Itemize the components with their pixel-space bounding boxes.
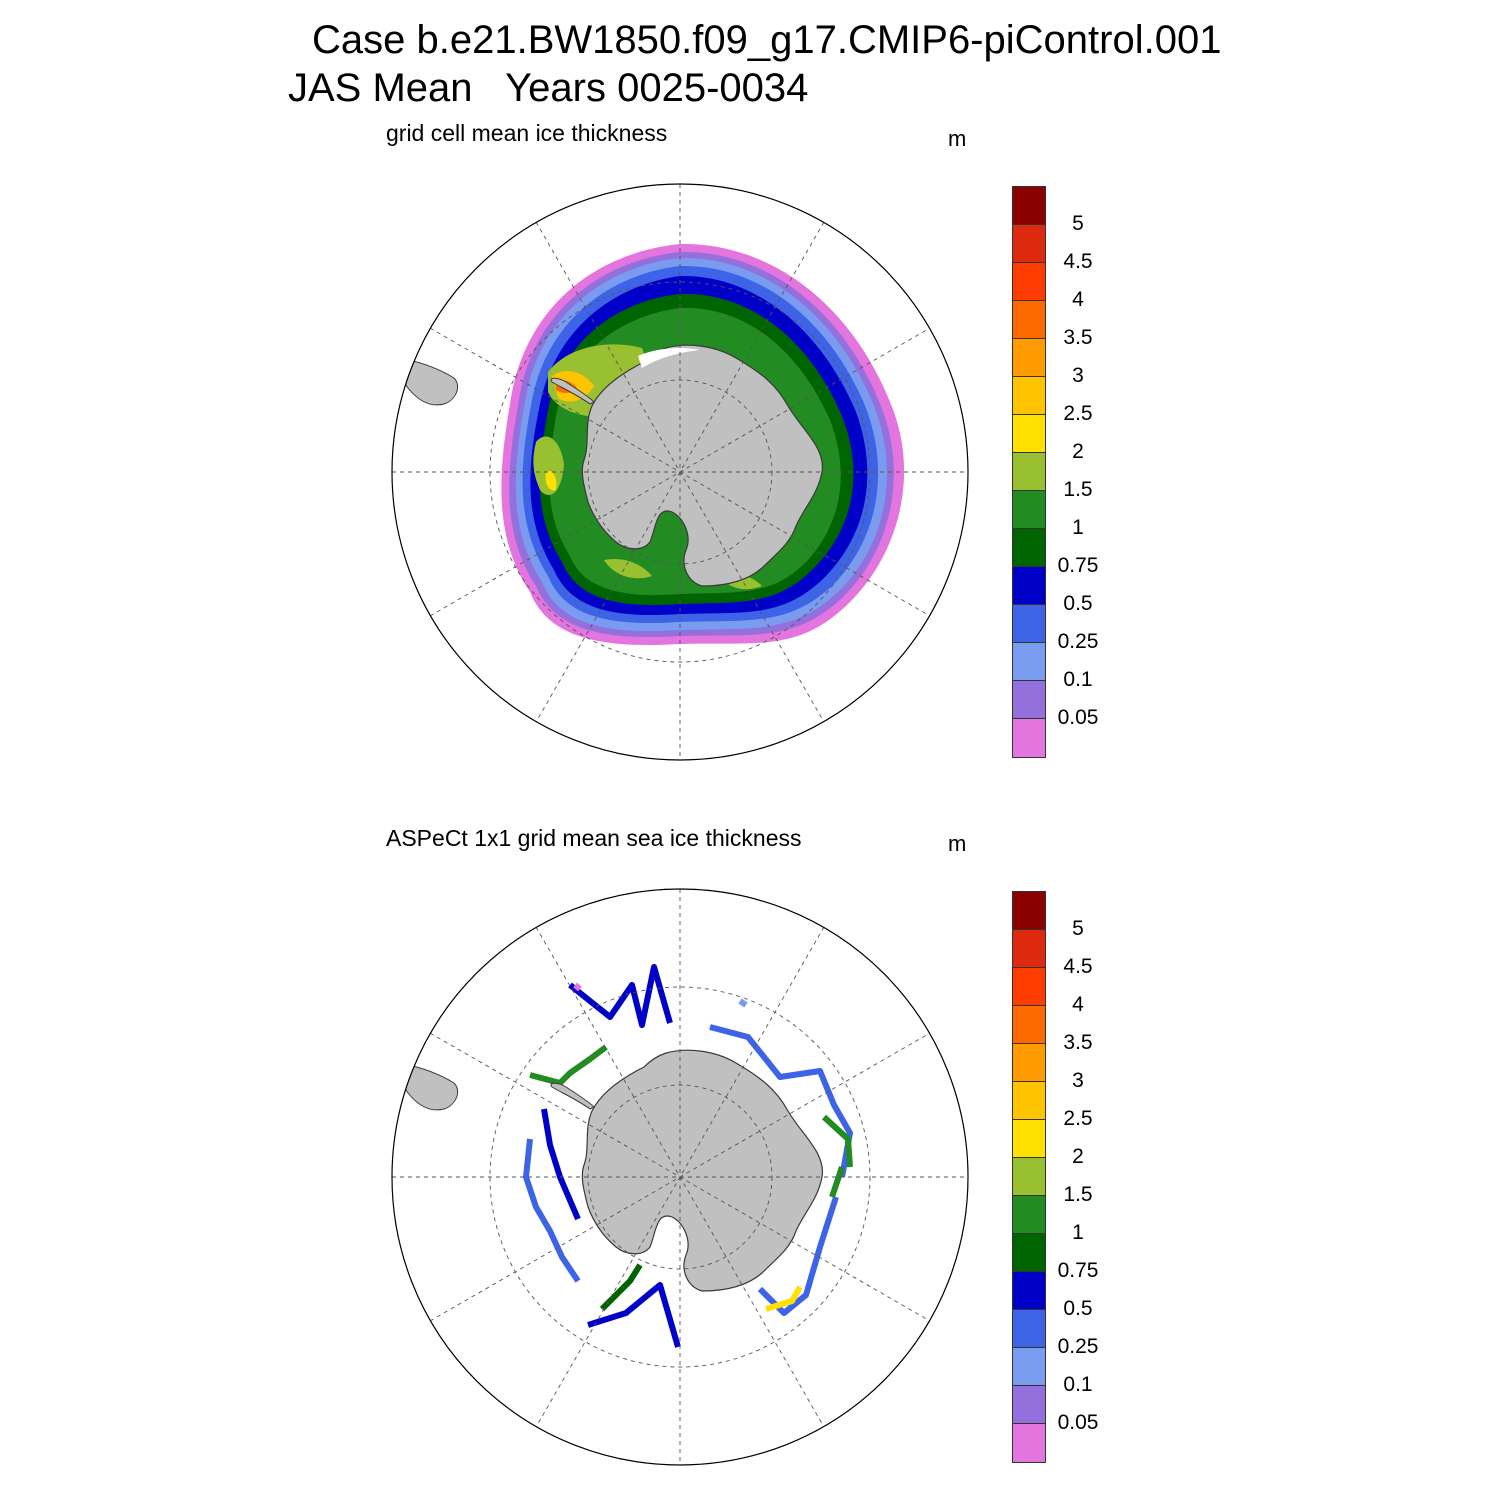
colorbar-level-label: 4.5 (1063, 955, 1093, 978)
track-5 (523, 1138, 581, 1283)
colorbar-swatch (1012, 1157, 1046, 1197)
colorbar-swatch (1012, 262, 1046, 302)
colorbar-swatch (1012, 1195, 1046, 1235)
colorbar-swatch (1012, 604, 1046, 644)
colorbar-swatch (1012, 680, 1046, 720)
colorbar-swatch (1012, 1423, 1046, 1463)
antarctic-peninsula-2 (550, 1082, 595, 1110)
panel-2-unit: m (948, 831, 967, 856)
colorbar-level-label: 3.5 (1063, 326, 1093, 349)
colorbar-level-label: 0.5 (1063, 1297, 1093, 1320)
track-11 (829, 1166, 845, 1198)
colorbar-level-label: 2 (1072, 440, 1084, 463)
track-3 (821, 1114, 853, 1168)
graticule (392, 184, 968, 760)
colorbar-swatch (1012, 967, 1046, 1007)
colorbar-level-label: 2.5 (1063, 1107, 1093, 1130)
colorbar-swatch (1012, 1043, 1046, 1083)
track-6 (541, 1108, 581, 1221)
colorbar-level-label: 0.05 (1057, 706, 1099, 729)
colorbar-level-label: 2 (1072, 1145, 1084, 1168)
colorbar-swatch (1012, 1005, 1046, 1045)
colorbar-swatch (1012, 376, 1046, 416)
colorbar-level-label: 0.1 (1063, 1373, 1093, 1396)
track-1 (568, 964, 673, 1028)
colorbar-level-label: 4.5 (1063, 250, 1093, 273)
colorbar-swatch (1012, 338, 1046, 378)
colorbar-level-label: 5 (1072, 917, 1084, 940)
colorbar-swatch (1012, 1119, 1046, 1159)
panel-2-title: ASPeCt 1x1 grid mean sea ice thickness (386, 825, 802, 851)
antarctica-landmass-2 (581, 1049, 823, 1292)
ice-thickness-aspect-map (391, 888, 969, 1466)
colorbar-swatch (1012, 1385, 1046, 1425)
colorbar-swatch (1012, 528, 1046, 568)
map-frame-2 (391, 888, 969, 1466)
track-10 (765, 1285, 803, 1312)
colorbar-level-label: 0.05 (1057, 1411, 1099, 1434)
ice-pocket-ross-yellow (545, 470, 557, 491)
colorbar-swatch (1012, 1081, 1046, 1121)
colorbar-level-label: 4 (1072, 993, 1084, 1016)
colorbar-level-label: 5 (1072, 212, 1084, 235)
colorbar-swatch (1012, 929, 1046, 969)
colorbar-swatch (1012, 642, 1046, 682)
case-title: Case b.e21.BW1850.f09_g17.CMIP6-piContro… (312, 18, 1222, 62)
period-title: JAS Mean Years 0025-0034 (288, 66, 809, 110)
south-america-tip (398, 357, 459, 406)
colorbar-swatch (1012, 1233, 1046, 1273)
colorbar-swatch (1012, 452, 1046, 492)
colorbar-swatch (1012, 300, 1046, 340)
colorbar-level-label: 0.75 (1057, 1259, 1099, 1282)
colorbar-level-label: 1 (1072, 516, 1084, 539)
panel-1-title: grid cell mean ice thickness (386, 120, 668, 146)
colorbar-swatch (1012, 414, 1046, 454)
graticule-2 (392, 889, 968, 1465)
track-2 (709, 1024, 853, 1178)
ice-pocket-ross-west (533, 436, 564, 495)
colorbar-swatch (1012, 566, 1046, 606)
colorbar-swatch (1012, 718, 1046, 758)
track-12 (573, 982, 582, 992)
colorbar-level-label: 0.5 (1063, 592, 1093, 615)
colorbar-swatch (1012, 891, 1046, 931)
colorbar-level-label: 0.1 (1063, 668, 1093, 691)
ice-pocket-south (604, 558, 652, 579)
track-7 (587, 1282, 681, 1348)
coastal-polynya-gap (638, 348, 700, 368)
colorbar-level-label: 4 (1072, 288, 1084, 311)
colorbar-level-label: 3.5 (1063, 1031, 1093, 1054)
colorbar-level-label: 0.25 (1057, 1335, 1099, 1358)
colorbar-2 (1012, 891, 1046, 1463)
colorbar-swatch (1012, 224, 1046, 264)
track-13 (738, 998, 748, 1008)
colorbar-level-label: 1 (1072, 1221, 1084, 1244)
map-frame (391, 183, 969, 761)
colorbar-swatch (1012, 186, 1046, 226)
colorbar-level-label: 0.25 (1057, 630, 1099, 653)
colorbar-level-label: 3 (1072, 364, 1084, 387)
track-4 (529, 1044, 608, 1086)
ice-thickness-model-map (391, 183, 969, 761)
colorbar-level-label: 1.5 (1063, 478, 1093, 501)
colorbar-1 (1012, 186, 1046, 758)
track-8 (599, 1263, 643, 1312)
antarctica-landmass (581, 344, 823, 587)
colorbar-swatch (1012, 1347, 1046, 1387)
colorbar-level-label: 2.5 (1063, 402, 1093, 425)
colorbar-swatch (1012, 490, 1046, 530)
panel-1-unit: m (948, 126, 967, 151)
ship-tracks (523, 964, 853, 1348)
colorbar-swatch (1012, 1271, 1046, 1311)
colorbar-level-label: 1.5 (1063, 1183, 1093, 1206)
antarctic-peninsula (550, 377, 595, 405)
colorbar-level-label: 0.75 (1057, 554, 1099, 577)
colorbar-level-label: 3 (1072, 1069, 1084, 1092)
south-america-tip-2 (398, 1062, 459, 1111)
colorbar-swatch (1012, 1309, 1046, 1349)
